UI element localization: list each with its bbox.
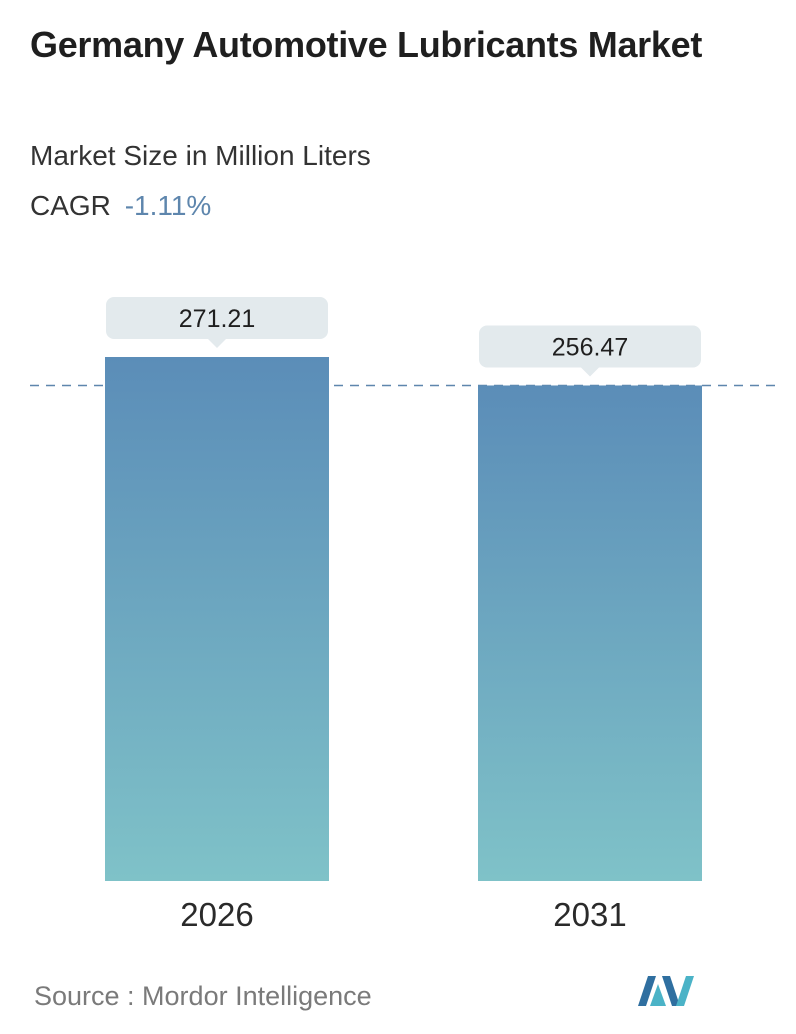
x-tick-label: 2031 <box>553 896 626 933</box>
source-note: Source : Mordor Intelligence <box>34 981 372 1011</box>
value-label-pointer <box>208 339 226 348</box>
chart-subtitle: Market Size in Million Liters <box>30 140 371 171</box>
value-label: 271.21 <box>179 305 255 333</box>
mordor-intelligence-logo <box>638 976 694 1006</box>
x-tick-label: 2026 <box>180 896 253 933</box>
chart-title: Germany Automotive Lubricants Market <box>30 24 703 65</box>
cagr-value: -1.11% <box>124 190 212 221</box>
cagr-row: CAGR -1.11% <box>30 188 211 224</box>
value-label: 256.47 <box>552 333 628 361</box>
bar-chart: 271.21 2026 256.47 2031 <box>30 297 782 933</box>
bar-2031 <box>478 385 702 881</box>
bar-2026 <box>105 357 329 881</box>
cagr-label: CAGR <box>30 190 111 221</box>
value-label-box <box>479 325 701 368</box>
value-label-box <box>106 297 328 339</box>
value-label-pointer <box>581 367 599 377</box>
